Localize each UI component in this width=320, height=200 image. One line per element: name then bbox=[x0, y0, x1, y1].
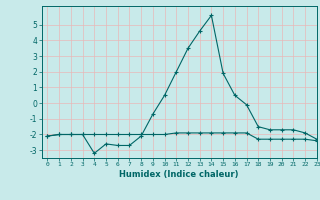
X-axis label: Humidex (Indice chaleur): Humidex (Indice chaleur) bbox=[119, 170, 239, 179]
